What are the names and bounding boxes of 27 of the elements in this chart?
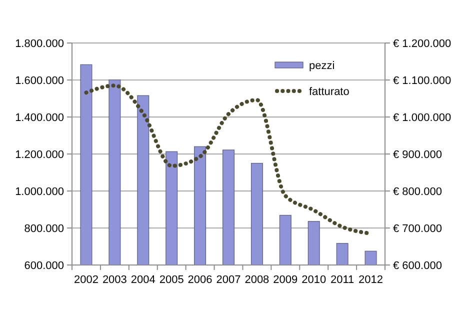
x-tick-label: 2011 [330, 274, 354, 286]
y-tick-label: 600.000 [24, 260, 64, 272]
y2-tick-label: € 1.100.000 [393, 74, 452, 87]
x-tick-label: 2009 [273, 274, 298, 286]
y2-tick-label: € 1.000.000 [393, 112, 452, 124]
y2-tick-label: € 600.000 [393, 260, 442, 272]
y-tick-label: 1.200.000 [15, 148, 64, 161]
y-tick-label: 1.800.000 [15, 38, 64, 50]
y2-tick-label: € 800.000 [393, 186, 442, 198]
y-tick-label: 1.600.000 [15, 74, 64, 87]
x-tick-label: 2003 [102, 274, 127, 286]
y2-tick-label: € 1.200.000 [393, 38, 452, 50]
x-tick-label: 2007 [216, 274, 241, 286]
y-tick-label: 1.000.000 [15, 186, 64, 198]
x-tick-label: 2005 [159, 274, 184, 286]
x-tick-label: 2010 [302, 274, 326, 286]
x-tick-label: 2006 [188, 274, 212, 286]
y-tick-label: 800.000 [24, 222, 64, 235]
legend-label: fatturato [309, 86, 350, 98]
x-tick-label: 2008 [244, 274, 270, 286]
y2-tick-label: € 900.000 [393, 148, 442, 161]
x-tick-label: 2002 [74, 274, 98, 286]
x-tick-label: 2004 [130, 274, 156, 286]
y-tick-label: 1.400.000 [15, 112, 64, 124]
x-tick-label: 2012 [358, 274, 384, 286]
y2-tick-label: € 700.000 [393, 222, 442, 235]
legend-label: pezzi [309, 60, 335, 72]
